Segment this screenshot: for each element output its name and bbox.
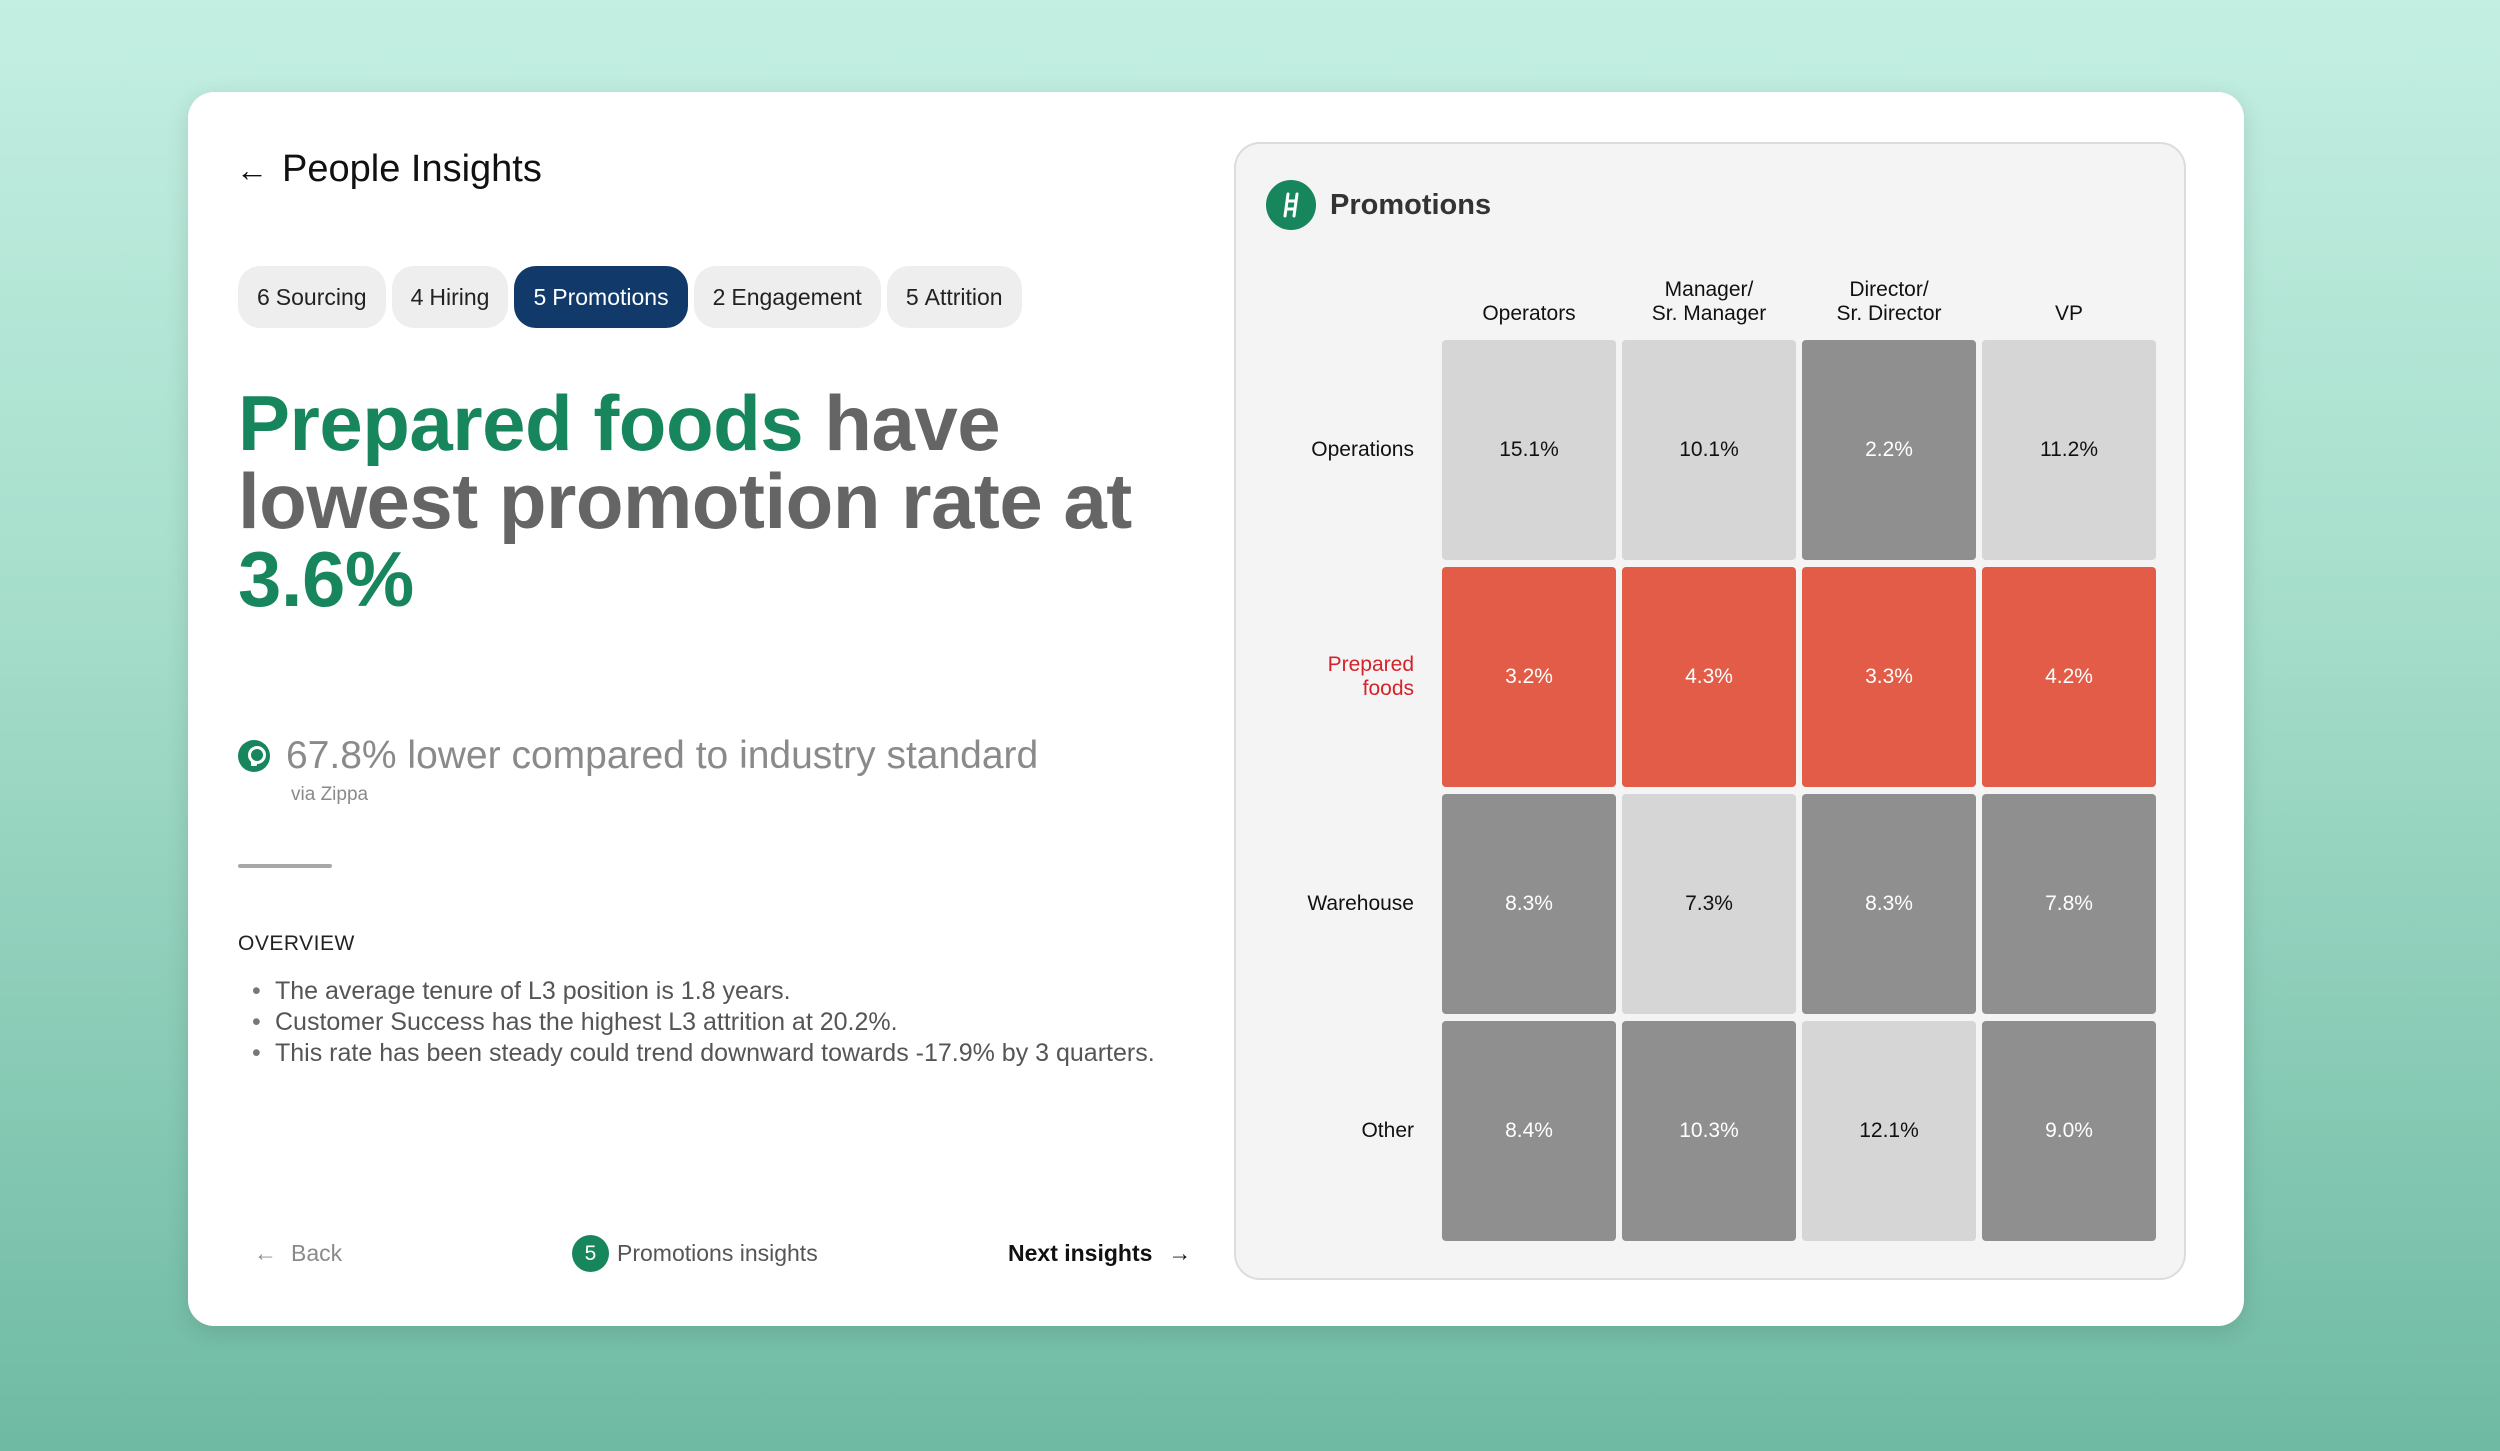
tab-promotions[interactable]: 5 Promotions <box>514 266 688 328</box>
page-title: People Insights <box>282 148 542 190</box>
heatmap-cell[interactable]: 4.2% <box>1982 567 2156 787</box>
tab-count: 2 <box>712 283 726 310</box>
arrow-right-icon: → <box>1168 1240 1192 1266</box>
heatmap-cell[interactable]: 10.1% <box>1622 340 1796 560</box>
tab-label: Hiring <box>429 283 490 310</box>
insight-headline: Prepared foods have lowest promotion rat… <box>238 384 1238 618</box>
heatmap-cell[interactable]: 11.2% <box>1982 340 2156 560</box>
heatmap-cell[interactable]: 10.3% <box>1622 1021 1796 1241</box>
heatmap-cell[interactable]: 4.3% <box>1622 567 1796 787</box>
lightbulb-icon <box>238 740 270 772</box>
tab-label: Attrition <box>924 283 1003 310</box>
tab-label: Sourcing <box>275 283 367 310</box>
tab-hiring[interactable]: 4 Hiring <box>391 266 509 328</box>
heatmap-cell[interactable]: 7.3% <box>1622 794 1796 1014</box>
back-to-people-insights[interactable]: ← People Insights <box>236 148 542 191</box>
section-divider <box>238 864 332 868</box>
panel-header: Promotions <box>1266 180 1491 230</box>
back-label: Back <box>291 1240 343 1266</box>
heatmap-cell[interactable]: 15.1% <box>1442 340 1616 560</box>
next-label: Next insights <box>1008 1240 1153 1266</box>
headline-value: 3.6% <box>238 535 414 623</box>
heatmap-cell[interactable]: 3.2% <box>1442 567 1616 787</box>
arrow-left-icon: ← <box>254 1240 277 1266</box>
headline-highlight: Prepared foods <box>238 379 804 467</box>
row-header-other: Other <box>1361 1119 1414 1142</box>
column-header-operators: Operators <box>1482 302 1576 325</box>
headline-text: have lowest promotion rate at <box>238 379 1132 545</box>
ladder-icon <box>1266 180 1316 230</box>
overview-list: The average tenure of L3 position is 1.8… <box>238 976 1158 1069</box>
row-header-operations: Operations <box>1311 438 1414 461</box>
back-button[interactable]: ← Back <box>254 1240 342 1267</box>
panel-title: Promotions <box>1330 188 1492 221</box>
heatmap-cell[interactable]: 9.0% <box>1982 1021 2156 1241</box>
comparison-source: via Zippa <box>291 784 369 805</box>
comparison-text: 67.8% lower compared to industry standar… <box>286 734 1039 777</box>
tab-label: Promotions <box>552 283 669 310</box>
insight-count-badge: 5 <box>572 1235 609 1272</box>
column-header-vp: VP <box>2054 302 2083 325</box>
next-insights-button[interactable]: Next insights → <box>1008 1240 1191 1267</box>
column-header-director-sr-director: Director/ Sr. Director <box>1836 278 1942 325</box>
tab-label: Engagement <box>731 283 862 310</box>
industry-comparison: 67.8% lower compared to industry standar… <box>238 734 1038 778</box>
heatmap-cell[interactable]: 2.2% <box>1802 340 1976 560</box>
tab-attrition[interactable]: 5 Attrition <box>886 266 1022 328</box>
row-header-warehouse: Warehouse <box>1307 892 1414 915</box>
tab-count: 5 <box>905 283 919 310</box>
heatmap-cell[interactable]: 8.3% <box>1802 794 1976 1014</box>
overview-heading: OVERVIEW <box>238 932 355 955</box>
heatmap-cell[interactable]: 12.1% <box>1802 1021 1976 1241</box>
promotions-panel: Promotions Operators Manager/ Sr. Manager… <box>1234 142 2186 1280</box>
heatmap-cell[interactable]: 8.4% <box>1442 1021 1616 1241</box>
heatmap-cell[interactable]: 8.3% <box>1442 794 1616 1014</box>
arrow-left-icon: ← <box>236 151 268 188</box>
overview-item: This rate has been steady could trend do… <box>238 1038 1158 1069</box>
category-tabs: 6 Sourcing 4 Hiring 5 Promotions 2 Engag… <box>238 266 1022 328</box>
tab-sourcing[interactable]: 6 Sourcing <box>238 266 386 328</box>
overview-item: Customer Success has the highest L3 attr… <box>238 1007 1158 1038</box>
promotions-insights-link[interactable]: 5 Promotions insights <box>572 1235 818 1272</box>
insight-label: Promotions insights <box>617 1240 818 1266</box>
tab-count: 4 <box>410 283 424 310</box>
tab-count: 5 <box>533 283 547 310</box>
row-header-prepared-foods: Prepared foods <box>1327 653 1414 700</box>
tab-count: 6 <box>257 283 270 310</box>
heatmap-cell[interactable]: 7.8% <box>1982 794 2156 1014</box>
heatmap-cell[interactable]: 3.3% <box>1802 567 1976 787</box>
tab-engagement[interactable]: 2 Engagement <box>693 266 881 328</box>
column-header-manager-sr-manager: Manager/ Sr. Manager <box>1651 278 1767 325</box>
insights-card: ← People Insights 6 Sourcing 4 Hiring 5 … <box>188 92 2244 1326</box>
overview-item: The average tenure of L3 position is 1.8… <box>238 976 1158 1007</box>
